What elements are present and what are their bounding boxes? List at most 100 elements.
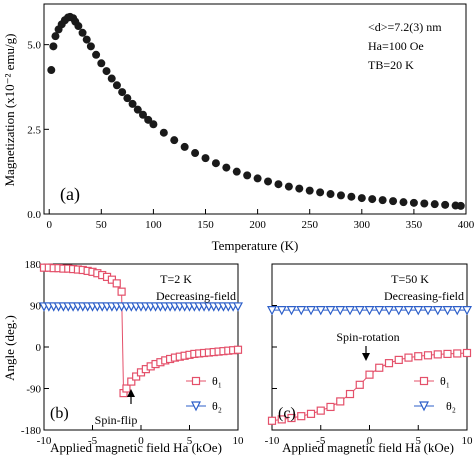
panel-a-series-1-point bbox=[316, 188, 325, 197]
panel-a-series-1-point bbox=[118, 88, 127, 97]
panel-c-series-2-point bbox=[393, 306, 404, 316]
panel-c-series-1-point bbox=[453, 349, 462, 358]
panel-a-xtick-label: 300 bbox=[354, 219, 371, 231]
panel-b-annotation-temp: T=2 K bbox=[160, 272, 192, 286]
panel-b-spinflip-arrowhead bbox=[127, 389, 135, 397]
panel-c-series-2-point bbox=[462, 306, 472, 316]
panel-a-xtick-label: 350 bbox=[406, 219, 423, 231]
panel-c-series-1-point bbox=[345, 389, 355, 399]
panel-a-series-1-point bbox=[97, 59, 106, 68]
panel-a-series-1-point bbox=[456, 201, 465, 210]
panel-a-series-1-point bbox=[112, 81, 121, 90]
panel-c-series-1-point bbox=[394, 355, 403, 365]
panel-c-xtick-label: 0 bbox=[367, 435, 373, 447]
panel-c-series-2-point bbox=[315, 306, 326, 316]
panel-a-series-1-point bbox=[133, 105, 142, 114]
panel-a-series-1-point bbox=[128, 99, 137, 108]
panel-c-series-1-point bbox=[267, 416, 277, 425]
panel-a-series-1-point bbox=[274, 180, 283, 189]
panel-c-series-1-point bbox=[404, 353, 413, 362]
panel-a-series-1-point bbox=[264, 177, 273, 186]
panel-a-series-1-point bbox=[92, 50, 101, 59]
panel-b-annotation-mode: Decreasing-field bbox=[156, 289, 236, 303]
panel-b-annotation-spinflip: Spin-flip bbox=[95, 413, 138, 427]
panel-c-annotation-mode: Decreasing-field bbox=[384, 289, 464, 303]
panel-c-legend: θ₁ θ₂ bbox=[414, 374, 456, 413]
panel-a-series-1-point bbox=[326, 190, 335, 199]
panel-a-xtick-label: 0 bbox=[46, 219, 52, 231]
panel-c-series-2-point bbox=[296, 306, 307, 316]
panel-c-legend-theta2-label: θ₂ bbox=[446, 399, 456, 413]
panel-c-marks bbox=[267, 306, 472, 425]
panel-b-xtick-label: -10 bbox=[37, 435, 52, 447]
panel-a-series-1-point bbox=[74, 22, 83, 31]
panel-a-series-1-point bbox=[211, 159, 220, 168]
panel-c-series-2-point bbox=[364, 306, 375, 316]
panel-c-series-2-point bbox=[403, 306, 414, 316]
panel-b-legend-theta1-marker bbox=[191, 376, 201, 386]
panel-a-series-1-point bbox=[305, 186, 314, 195]
panel-a-series-1-point bbox=[420, 199, 429, 208]
panel-a-xtick-label: 150 bbox=[197, 219, 214, 231]
panel-a-xtick-label: 200 bbox=[249, 219, 266, 231]
panel-a-series-1-point bbox=[86, 42, 95, 51]
panel-b-legend-theta2-marker bbox=[191, 401, 201, 412]
panel-a-series-1-point bbox=[441, 200, 450, 209]
panel-a-series-1-point bbox=[49, 42, 58, 51]
panel-b-series-1-point bbox=[233, 345, 243, 354]
panel-c-series-2-point bbox=[267, 306, 277, 316]
panel-c-series-1-point bbox=[365, 370, 374, 379]
panel-a-series-1-point bbox=[232, 167, 241, 176]
panel-a-ytick-label: 2.5 bbox=[27, 124, 41, 136]
panel-a-series-1-point bbox=[222, 163, 231, 172]
panel-c-series-2-point bbox=[374, 306, 385, 316]
panel-c-xlabel: Applied magnetic field Ha (kOe) bbox=[282, 440, 454, 455]
panel-b-ticks: -10 -5 0 5 10 180 90 0 -90 -180 bbox=[21, 259, 244, 447]
panel-b-ytick-label: -180 bbox=[21, 425, 42, 437]
panel-a-series-1-point bbox=[243, 171, 252, 180]
panel-c-series-1-point bbox=[316, 406, 325, 415]
panel-c-ticks: -10 -5 0 5 10 bbox=[265, 263, 474, 447]
panel-c-annotation-spinrotation: Spin-rotation bbox=[336, 330, 399, 344]
panel-a-series-1-point bbox=[107, 74, 116, 83]
panel-c-legend-theta1-label: θ₁ bbox=[440, 374, 450, 388]
panel-a-annotation-field: Ha=100 Oe bbox=[368, 39, 424, 53]
panel-c-series-1-point bbox=[443, 349, 452, 359]
panel-c-series-1-point bbox=[336, 397, 345, 406]
panel-c-spinrotation-arrowhead bbox=[362, 353, 370, 361]
panel-a-series-1-point bbox=[409, 198, 418, 207]
panel-c-series-1-point bbox=[297, 412, 306, 421]
panel-c-series-1-point bbox=[433, 350, 442, 359]
panel-c-legend-theta2-marker bbox=[419, 401, 429, 412]
panel-c-series-1-point bbox=[462, 348, 472, 358]
panel-a-series-1-point bbox=[430, 200, 439, 209]
panel-a-ylabel: Magnetization (x10⁻² emu/g) bbox=[2, 34, 17, 187]
panel-c-series-2-point bbox=[345, 306, 355, 316]
panel-a-series-1-point bbox=[357, 194, 366, 203]
panel-b-legend: θ₁ θ₂ bbox=[186, 374, 222, 413]
panel-a-series-1-point bbox=[336, 191, 345, 200]
panel-c-series-1-point bbox=[287, 413, 296, 423]
panel-c-legend-theta1-marker bbox=[419, 376, 429, 386]
panel-b-series-1-point bbox=[112, 279, 121, 288]
panel-a-series-1-point bbox=[170, 136, 179, 145]
panel-a-series-1-point bbox=[47, 66, 56, 75]
panel-c-series-2-point bbox=[306, 306, 316, 316]
panel-a: 0 50 100 150 200 250 300 350 400 0.0 2.5 5.0 (a) <d… bbox=[2, 3, 474, 253]
panel-c-series-1-point bbox=[277, 415, 286, 424]
panel-b-series-2-point bbox=[233, 302, 243, 312]
panel-b-xlabel: Applied magnetic field Ha (kOe) bbox=[50, 440, 222, 455]
panel-a-xtick-label: 400 bbox=[458, 219, 474, 231]
panel-b-series-1-point bbox=[117, 287, 126, 296]
panel-b-series-1-point bbox=[122, 384, 131, 393]
panel-c-series-2-point bbox=[442, 306, 453, 316]
panel-c-series-2-point bbox=[452, 306, 463, 316]
panel-a-series-1-point bbox=[123, 94, 132, 103]
panel-a-ticks: 0 50 100 150 200 250 300 350 400 0.0 2.5 5.0 bbox=[27, 40, 474, 231]
panel-a-series-1-point bbox=[295, 184, 304, 193]
panel-a-series-1-point bbox=[78, 28, 87, 37]
panel-c-series-2-point bbox=[335, 306, 346, 316]
panel-a-series-1-point bbox=[201, 154, 210, 163]
panel-c-xtick-label: 10 bbox=[462, 435, 474, 447]
panel-a-series-1-point bbox=[284, 182, 293, 191]
